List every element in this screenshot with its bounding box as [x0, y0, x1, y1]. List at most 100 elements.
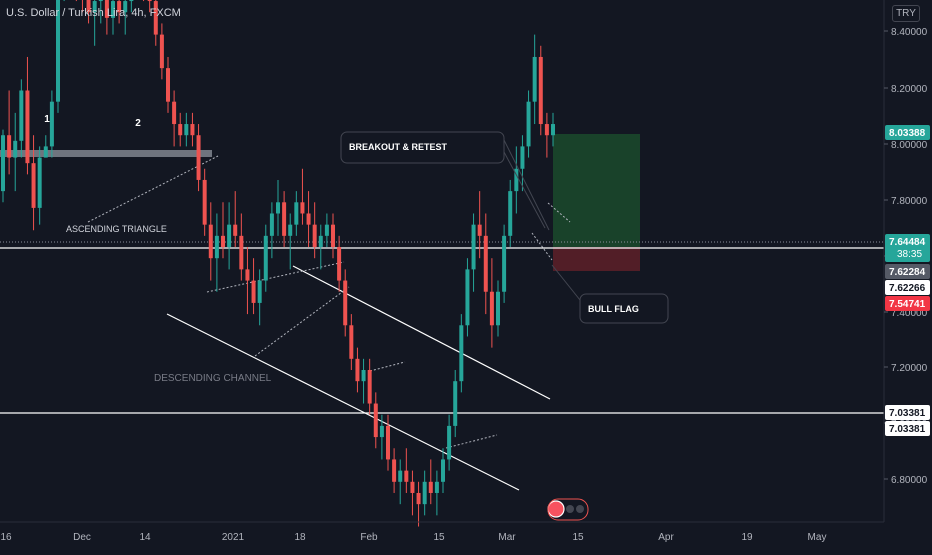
annotation-label: ASCENDING TRIANGLE [66, 224, 167, 234]
y-tick-label: 7.80000 [891, 196, 928, 207]
candle [312, 224, 317, 248]
x-tick-label: 18 [294, 532, 306, 543]
candle [49, 101, 54, 147]
x-tick-label: 15 [433, 532, 445, 543]
x-tick-label: 14 [139, 532, 151, 543]
candle [538, 56, 543, 125]
price-label-level[interactable] [885, 280, 930, 295]
candle [123, 1, 128, 13]
callout-box-breakout[interactable] [340, 131, 505, 164]
channel-upper-line[interactable] [292, 265, 551, 400]
flag-trendline[interactable] [531, 232, 553, 261]
candle [190, 124, 195, 136]
triangle-trendline[interactable] [87, 155, 219, 223]
candle [477, 224, 482, 236]
x-tick-label: 16 [0, 532, 12, 543]
annotation-label: DESCENDING CHANNEL [154, 373, 272, 384]
callout-pointer [551, 264, 581, 301]
event-dot-icon [576, 505, 584, 513]
currency-badge[interactable]: TRY [892, 5, 920, 22]
callout-pointer [503, 139, 550, 231]
price-label-value: 7.03381 [889, 424, 926, 435]
price-label-value: 8.03388 [889, 128, 926, 139]
candle [416, 492, 421, 505]
event-dot-icon [566, 505, 574, 513]
y-tick-label: 7.40000 [891, 308, 928, 319]
x-tick-label: 2021 [222, 532, 245, 543]
candle [502, 235, 507, 292]
take-profit-zone[interactable] [553, 134, 640, 247]
event-badge[interactable] [547, 498, 589, 521]
chart-title: U.S. Dollar / Turkish Lira, 4h, FXCM [6, 7, 181, 19]
candle [233, 224, 238, 236]
candle [306, 213, 311, 225]
candle [245, 269, 250, 281]
annotation-label: 1 [44, 114, 50, 125]
candle [337, 247, 342, 281]
y-tick-label: 8.40000 [891, 27, 928, 38]
x-tick-label: Mar [498, 532, 516, 543]
candle [453, 381, 458, 426]
candle [129, 0, 134, 2]
candle [86, 0, 91, 13]
candle [532, 56, 537, 102]
candle [56, 0, 60, 102]
candle [92, 1, 97, 13]
candle [214, 235, 219, 259]
economic-event-icon[interactable] [547, 500, 565, 518]
candle [520, 146, 525, 169]
candle [159, 34, 164, 69]
y-tick-label: 8.00000 [891, 140, 928, 151]
candle [208, 224, 213, 259]
price-label-level[interactable] [885, 405, 930, 420]
pattern-trendline[interactable] [445, 434, 498, 449]
candle [428, 481, 433, 493]
candle [496, 291, 500, 326]
price-label-value: 7.62284 [889, 267, 926, 278]
price-label-last-price[interactable] [885, 234, 930, 262]
candle [43, 146, 48, 158]
candle [324, 224, 329, 236]
resistance-zone[interactable] [0, 150, 212, 157]
candle [202, 179, 207, 225]
candle [37, 157, 42, 208]
candle [434, 481, 439, 493]
candle [153, 1, 158, 35]
candle [294, 202, 299, 225]
candle [147, 0, 152, 2]
candle [459, 325, 464, 382]
candle [551, 124, 555, 136]
price-label-value: 7.54741 [889, 299, 926, 310]
candle [13, 140, 18, 158]
candle [221, 235, 225, 248]
candle [355, 358, 360, 382]
price-label-stop[interactable] [885, 296, 930, 311]
price-label-level[interactable] [885, 264, 930, 279]
candle [7, 135, 12, 158]
stop-loss-zone[interactable] [553, 247, 640, 271]
candle [300, 202, 305, 214]
candle [471, 224, 476, 270]
x-tick-label: Dec [73, 532, 91, 543]
candle [25, 90, 30, 164]
channel-lower-line[interactable] [166, 313, 520, 491]
price-label-countdown: 38:35 [897, 249, 922, 260]
candle [379, 425, 384, 438]
candle [1, 135, 5, 192]
candle [257, 280, 262, 303]
price-label-level[interactable] [885, 421, 930, 436]
candle [544, 124, 549, 136]
price-label-value: 7.62266 [889, 283, 926, 294]
candle [282, 202, 287, 236]
candle [422, 481, 427, 505]
candle [269, 213, 274, 236]
flag-trendline[interactable] [547, 202, 571, 223]
price-label-target[interactable] [885, 125, 930, 140]
callout-box-bullflag[interactable] [579, 293, 669, 324]
pattern-trendline[interactable] [254, 286, 350, 357]
candle [166, 68, 170, 102]
candle [514, 168, 519, 192]
candle [331, 224, 335, 248]
